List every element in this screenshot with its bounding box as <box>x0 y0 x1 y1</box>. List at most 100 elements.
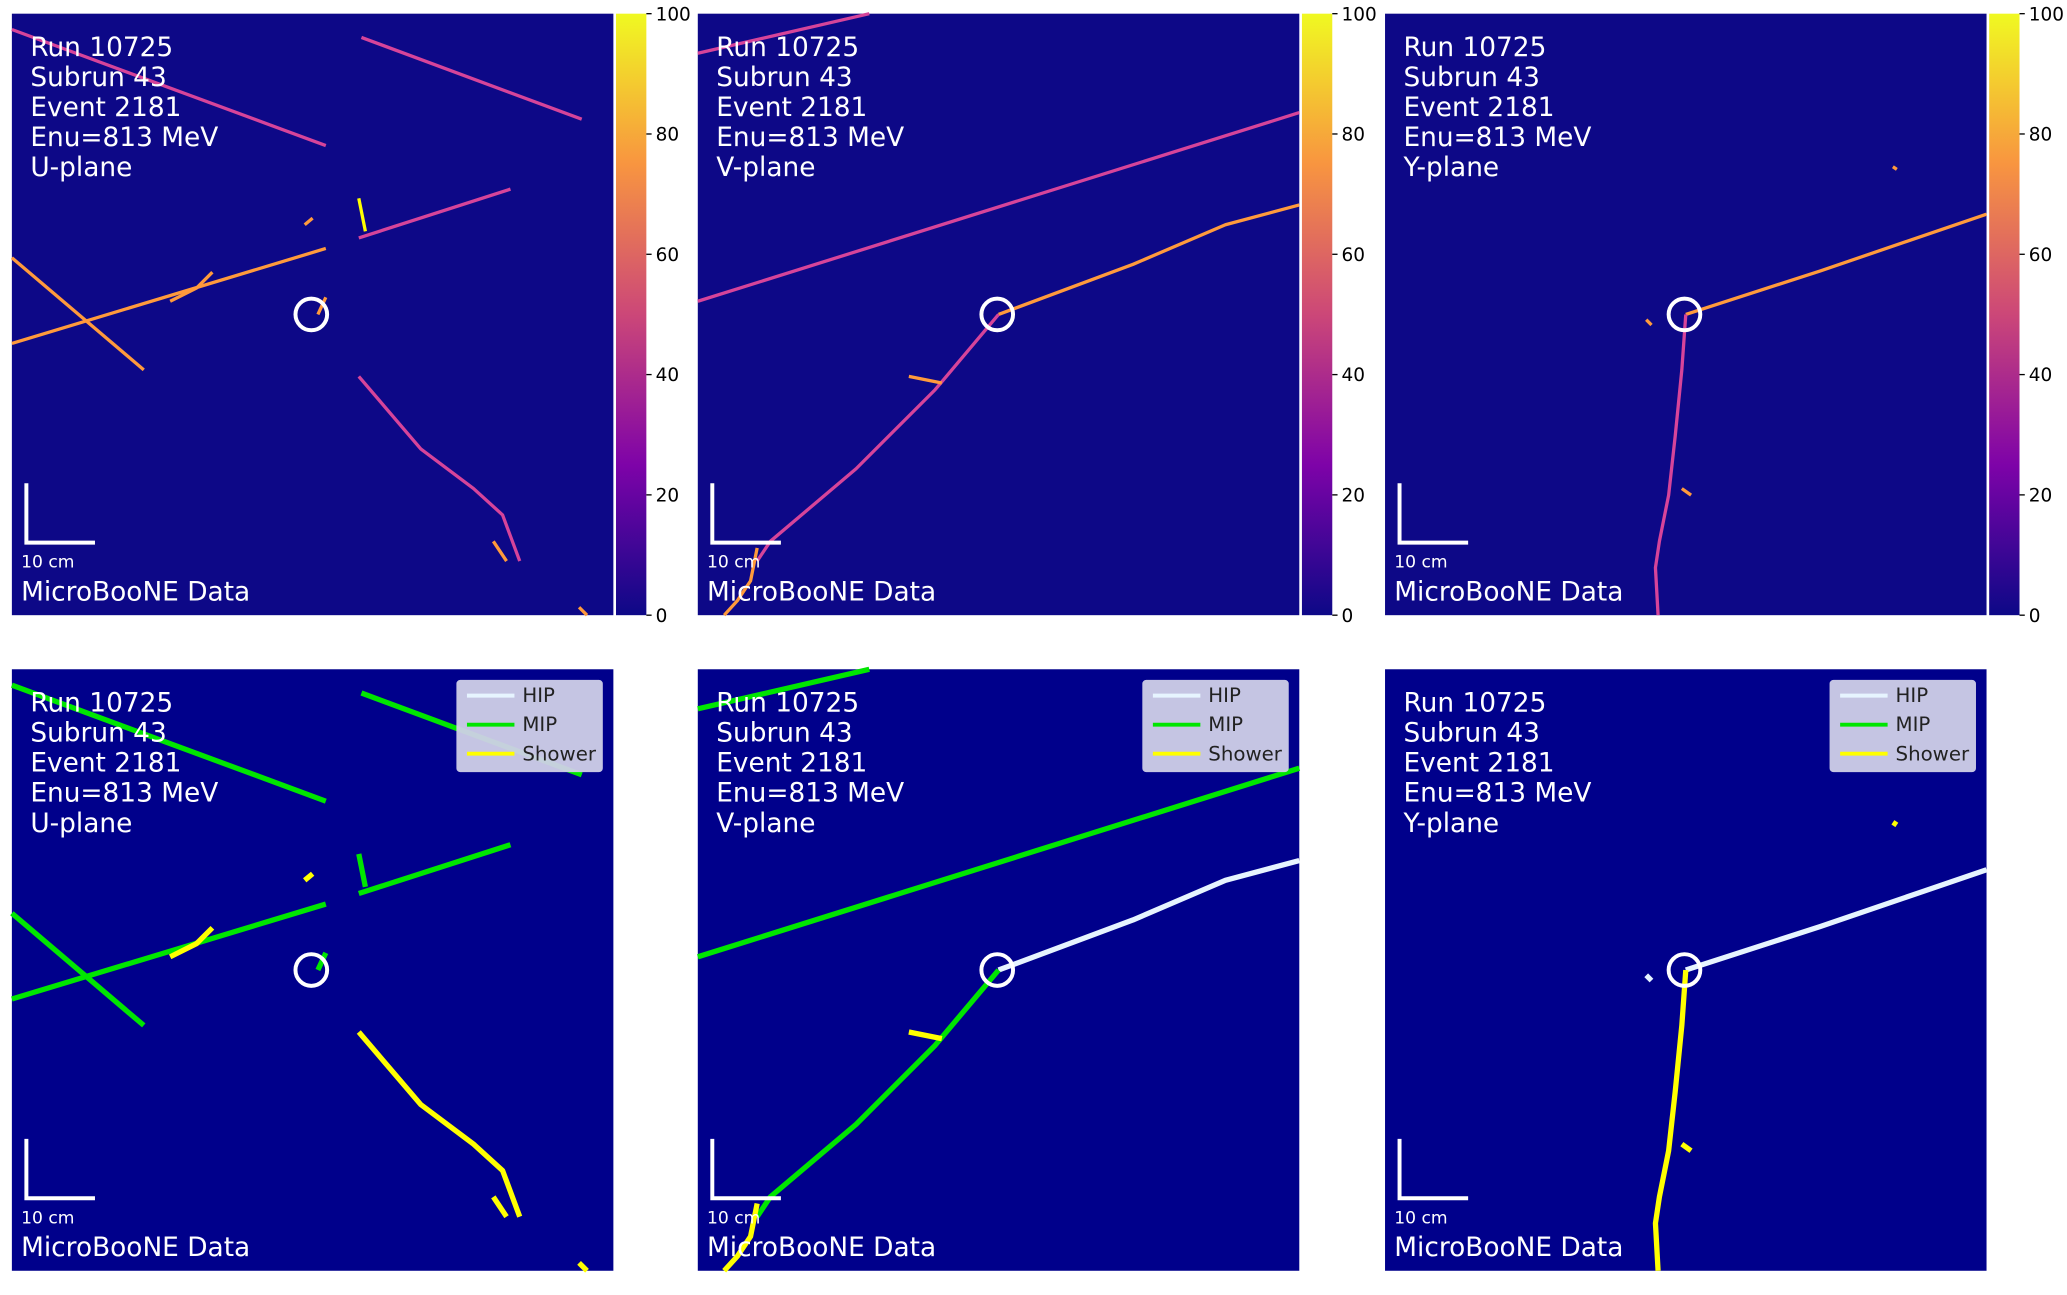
legend-label: MIP <box>522 713 557 736</box>
legend-label: Shower <box>1896 742 1970 765</box>
info-text: Enu=813 MeV <box>1404 779 1592 809</box>
track <box>303 871 315 883</box>
scale-bar <box>710 1138 781 1201</box>
legend-label: Shower <box>1208 742 1282 765</box>
info-text: Enu=813 MeV <box>30 123 218 153</box>
track <box>697 12 870 55</box>
scale-bar <box>24 1138 95 1201</box>
track <box>356 853 368 888</box>
info-text: Event 2181 <box>1404 93 1555 123</box>
legend-box <box>1829 679 1976 773</box>
track <box>357 375 522 562</box>
legend-box <box>456 679 603 773</box>
info-text: Enu=813 MeV <box>30 779 218 809</box>
legend-label: HIP <box>1896 684 1929 707</box>
track <box>697 765 1301 960</box>
colorbar-tick-label: 0 <box>656 606 668 627</box>
info-text: Subrun 43 <box>716 63 852 93</box>
track <box>316 296 328 316</box>
info-text: U-plane <box>30 153 132 183</box>
colorbar <box>616 13 647 616</box>
legend-label: MIP <box>1208 713 1243 736</box>
track <box>10 682 327 804</box>
info-text: V-plane <box>716 809 815 839</box>
track <box>1684 867 1988 973</box>
vertex-marker <box>1666 296 1703 333</box>
footer-text: MicroBooNE Data <box>707 1233 936 1263</box>
track <box>1645 318 1653 327</box>
info-text: V-plane <box>716 153 815 183</box>
track <box>357 842 512 897</box>
track <box>356 1030 523 1218</box>
info-text: Event 2181 <box>1404 749 1555 779</box>
legend-label: HIP <box>522 684 555 707</box>
colorbar-tick-label: 0 <box>2029 606 2041 627</box>
track <box>303 216 314 227</box>
info-text: Enu=813 MeV <box>716 779 904 809</box>
track <box>697 111 1300 303</box>
info-text: Y-plane <box>1403 809 1500 839</box>
scale-label: 10 cm <box>1394 553 1447 573</box>
legend-box <box>1142 679 1289 773</box>
track <box>1891 820 1899 828</box>
track <box>10 911 146 1028</box>
info-text: Subrun 43 <box>1404 63 1540 93</box>
colorbar-tick-label: 40 <box>656 365 679 386</box>
info-text: Enu=813 MeV <box>1404 123 1592 153</box>
colorbar <box>1989 13 2020 616</box>
track <box>358 187 511 240</box>
info-text: Event 2181 <box>30 93 181 123</box>
track <box>315 951 329 972</box>
track <box>491 540 508 563</box>
track <box>168 925 215 960</box>
track <box>997 857 1300 973</box>
colorbar-tick-label: 0 <box>1342 606 1354 627</box>
footer-text: MicroBooNE Data <box>707 578 936 608</box>
track <box>1680 487 1693 497</box>
colorbar-tick-label: 40 <box>1342 365 1365 386</box>
info-text: Event 2181 <box>716 93 867 123</box>
footer-text: MicroBooNE Data <box>1394 1233 1623 1263</box>
scale-label: 10 cm <box>1394 1208 1447 1228</box>
vertex-marker <box>293 296 330 333</box>
scale-bar <box>1397 483 1469 545</box>
track <box>1644 973 1654 983</box>
scale-bar <box>24 483 95 545</box>
scale-label: 10 cm <box>21 1208 74 1228</box>
track <box>697 666 870 712</box>
scale-bar <box>1397 1138 1469 1201</box>
colorbar-tick-label: 60 <box>1342 245 1365 266</box>
track <box>11 27 327 148</box>
info-text: Event 2181 <box>30 749 181 779</box>
scale-bar <box>710 483 781 545</box>
colorbar-tick-label: 60 <box>656 245 679 266</box>
info-text: Run 10725 <box>716 33 859 63</box>
info-text: Subrun 43 <box>716 719 852 749</box>
track <box>360 35 583 121</box>
track <box>1891 165 1898 171</box>
track <box>1680 1141 1693 1153</box>
track <box>169 271 214 303</box>
info-text: Run 10725 <box>30 33 173 63</box>
track <box>1653 314 1688 616</box>
colorbar-tick-label: 40 <box>2029 365 2052 386</box>
colorbar-tick-label: 20 <box>1342 485 1365 506</box>
track <box>1652 969 1689 1271</box>
colorbar-tick-label: 100 <box>656 4 691 25</box>
track <box>11 246 327 346</box>
track <box>491 1195 509 1219</box>
info-text: Enu=813 MeV <box>716 123 904 153</box>
colorbar-tick-label: 20 <box>656 485 679 506</box>
scale-label: 10 cm <box>707 553 760 573</box>
scale-label: 10 cm <box>707 1208 760 1228</box>
track <box>754 968 1001 1219</box>
info-text: Event 2181 <box>716 749 867 779</box>
scale-label: 10 cm <box>21 553 74 573</box>
